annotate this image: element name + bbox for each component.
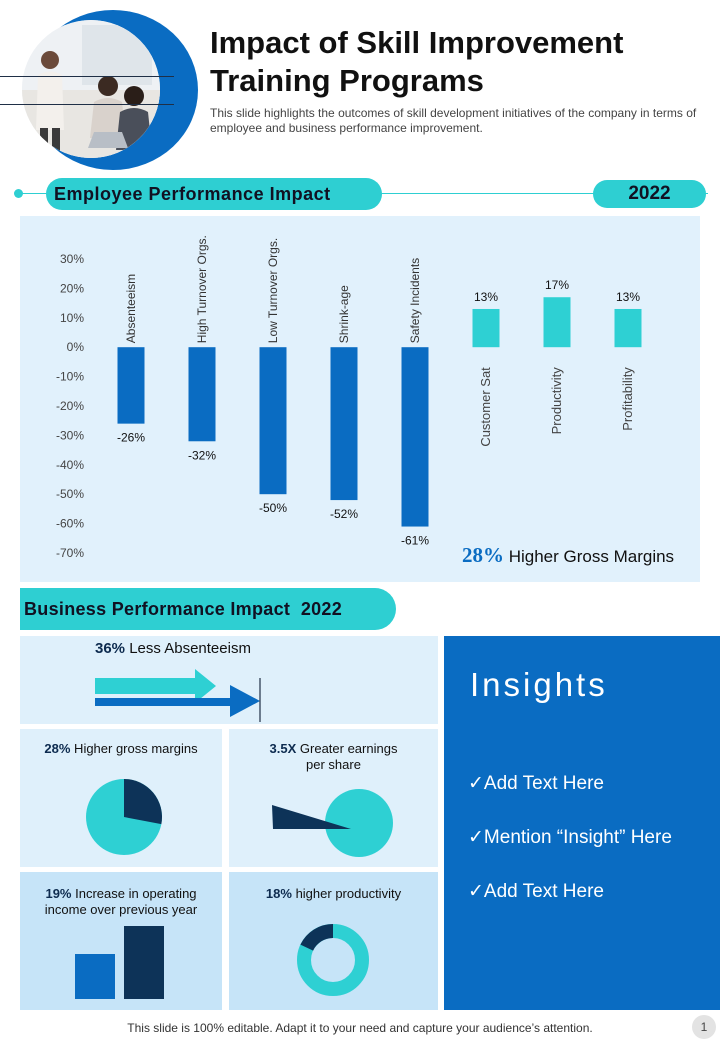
section-rule-dot (14, 189, 23, 198)
y-tick-label: -10% (56, 370, 84, 384)
bar (259, 347, 287, 495)
productivity-card-label: 18% higher productivity (229, 886, 438, 902)
y-tick-label: 10% (60, 311, 84, 325)
productivity-card-text: higher productivity (291, 886, 402, 901)
operating-income-bars (75, 926, 164, 999)
teal-arrow (95, 669, 216, 703)
employee-bar-chart: 30% 20% 10% 0% -10% -20% -30% -40% -50% -60% -70% -… (56, 235, 642, 560)
y-tick-label: -40% (56, 458, 84, 472)
gross-margin-pie (86, 779, 163, 855)
bar (330, 347, 358, 501)
footer-note: This slide is 100% editable. Adapt it to… (127, 1021, 593, 1035)
header-rule-top (0, 76, 174, 77)
bar-value-label: 13% (616, 290, 640, 304)
y-tick-label: -20% (56, 399, 84, 413)
operating-income-card-value: 19% (45, 886, 72, 901)
bar-value-label: -32% (188, 448, 216, 462)
gross-margin-card-text: Higher gross margins (70, 741, 198, 756)
page-title: Impact of Skill Improvement Training Pro… (210, 25, 624, 98)
blue-arrow (95, 685, 260, 717)
gross-margin-card: 28% Higher gross margins (20, 729, 222, 867)
bar (472, 308, 500, 348)
y-tick-label: -60% (56, 517, 84, 531)
productivity-card-value: 18% (265, 886, 292, 901)
operating-income-card: 19% Increase in operating income over pr… (20, 872, 222, 1010)
earnings-card-value: 3.5X (269, 741, 297, 756)
y-tick-label: 20% (60, 281, 84, 295)
earnings-card: 3.5X Greater earnings per share (229, 729, 438, 867)
gross-margin-pie-slice (124, 779, 163, 825)
category-label: Customer Sat (478, 367, 493, 447)
gross-margin-value: 28% (462, 543, 504, 567)
page-subtitle: This slide highlights the outcomes of sk… (210, 106, 697, 135)
category-label: Absenteeism (124, 274, 138, 343)
income-bar-current (124, 926, 164, 999)
y-tick-label: 0% (67, 340, 85, 354)
gross-margin-text: Higher Gross Margins (504, 547, 675, 566)
productivity-card: 18% higher productivity (229, 872, 438, 1010)
bar (188, 347, 216, 442)
income-bar-previous (75, 954, 115, 999)
earnings-pie-wedge (272, 805, 351, 829)
header-rule-bottom (0, 104, 174, 105)
y-tick-label: -70% (56, 546, 84, 560)
business-section-heading: Business Performance Impact 2022 (20, 588, 396, 630)
gross-margin-card-value: 28% (44, 741, 71, 756)
category-label: Safety Incidents (408, 258, 422, 343)
category-label: Productivity (549, 367, 564, 435)
productivity-donut (297, 924, 369, 996)
gross-margin-note: 28% Higher Gross Margins (462, 543, 674, 568)
absenteeism-label: 36% Less Absenteeism (95, 640, 251, 657)
business-section-title: Business Performance Impact (24, 599, 291, 619)
absenteeism-card (20, 636, 438, 724)
insight-item-1: ✓Add Text Here (468, 773, 604, 794)
bar-value-label: 13% (474, 290, 498, 304)
category-label: High Turnover Orgs. (195, 235, 209, 343)
insight-item-3: ✓Add Text Here (468, 881, 604, 902)
bar-value-label: -61% (401, 534, 429, 548)
insights-panel: Insights ✓Add Text Here ✓Mention “Insigh… (444, 636, 720, 1010)
employee-section-heading: Employee Performance Impact (46, 178, 382, 210)
category-label: Profitability (620, 367, 635, 431)
earnings-pie (272, 789, 393, 857)
operating-income-card-text: Increase in operating income over previo… (44, 886, 198, 917)
gross-margin-card-label: 28% Higher gross margins (20, 741, 222, 757)
bar-value-label: -52% (330, 507, 358, 521)
category-label: Low Turnover Orgs. (266, 238, 280, 343)
operating-income-card-label: 19% Increase in operating income over pr… (20, 886, 222, 918)
bar (614, 308, 642, 348)
bar (543, 297, 571, 348)
bar-value-label: -50% (259, 501, 287, 515)
employee-chart-panel: 30% 20% 10% 0% -10% -20% -30% -40% -50% -60% -70% -… (20, 216, 700, 582)
absenteeism-text: Less Absenteeism (125, 640, 251, 657)
absenteeism-arrows (95, 669, 261, 722)
productivity-donut-arc (300, 924, 334, 952)
business-section-year: 2022 (300, 599, 343, 619)
insight-item-2: ✓Mention “Insight” Here (468, 827, 672, 848)
bar-value-label: 17% (545, 278, 569, 292)
earnings-card-text: Greater earnings per share (296, 741, 398, 772)
team-photo (22, 20, 160, 158)
team-photo-illustration (22, 20, 160, 158)
insights-title: Insights (470, 666, 608, 703)
bar (401, 347, 429, 527)
absenteeism-value: 36% (95, 640, 126, 657)
category-label: Shrink-age (337, 285, 351, 343)
y-tick-label: 30% (60, 252, 84, 266)
y-tick-label: -30% (56, 428, 84, 442)
bar (117, 347, 145, 424)
page-number: 1 (692, 1015, 716, 1039)
employee-section-year: 2022 (593, 180, 706, 208)
y-tick-label: -50% (56, 487, 84, 501)
earnings-card-label: 3.5X Greater earnings per share (229, 741, 438, 773)
earnings-pie-base (325, 789, 393, 857)
bar-value-label: -26% (117, 431, 145, 445)
